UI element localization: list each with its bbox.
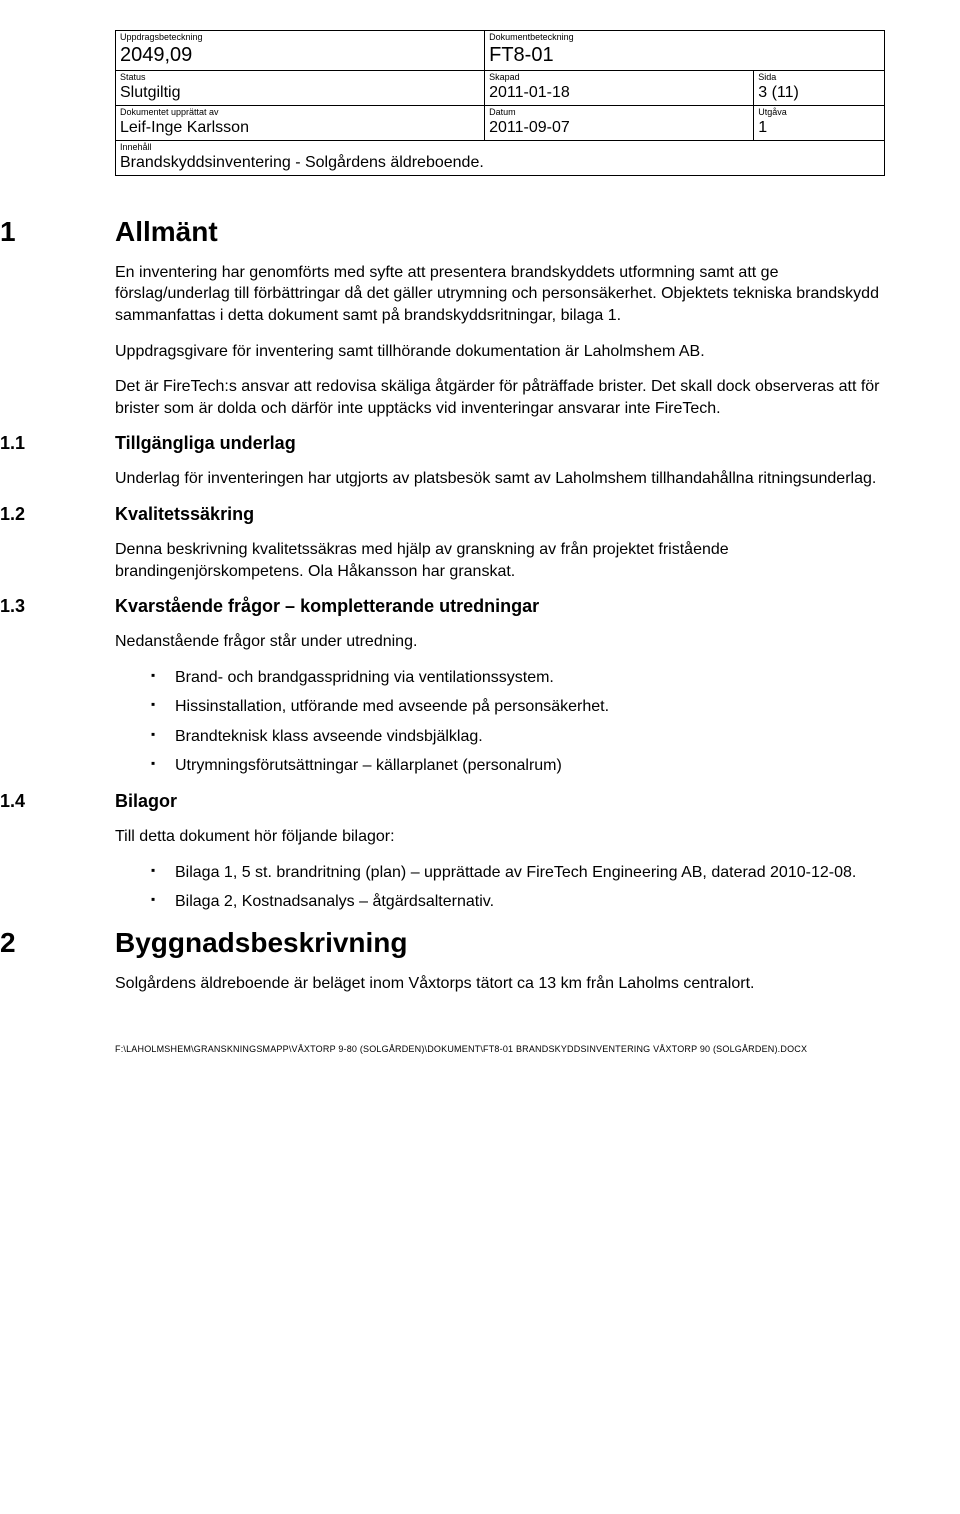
sida-label: Sida [758,72,880,83]
section-1-1-title: Tillgängliga underlag [115,433,885,454]
list-item: Brandteknisk klass avseende vindsbjälkla… [151,726,885,748]
section-1-3-title: Kvarstående frågor – kompletterande utre… [115,596,885,617]
footer-file-path: F:\LAHOLMSHEM\GRANSKNINGSMAPP\VÅXTORP 9-… [115,1044,885,1054]
section-1-1-paragraph: Underlag för inventeringen har utgjorts … [115,468,885,490]
innehall-label: Innehåll [120,142,880,153]
skapad-value: 2011-01-18 [489,83,749,102]
list-item: Utrymningsförutsättningar – källarplanet… [151,755,885,777]
list-item: Bilaga 2, Kostnadsanalys – åtgärdsaltern… [151,891,885,913]
section-1-4-title: Bilagor [115,791,885,812]
section-1-4-paragraph: Till detta dokument hör följande bilagor… [115,826,885,848]
section-1-2-paragraph: Denna beskrivning kvalitetssäkras med hj… [115,539,885,582]
document-header-table: Uppdragsbeteckning 2049,09 Dokumentbetec… [115,30,885,176]
list-item: Brand- och brandgasspridning via ventila… [151,667,885,689]
list-item: Hissinstallation, utförande med avseende… [151,696,885,718]
section-1-4-bullet-list: Bilaga 1, 5 st. brandritning (plan) – up… [115,862,885,913]
section-1-number: 1 [0,216,115,248]
uppdragsbeteckning-label: Uppdragsbeteckning [120,32,480,43]
section-2-heading: 2 Byggnadsbeskrivning [115,927,885,959]
section-2-number: 2 [0,927,115,959]
section-1-paragraph: En inventering har genomförts med syfte … [115,262,885,327]
section-2-title: Byggnadsbeskrivning [115,927,885,959]
section-1-1-number: 1.1 [0,433,115,454]
section-1-3-paragraph: Nedanstående frågor står under utredning… [115,631,885,653]
dokumentbeteckning-value: FT8-01 [489,43,880,67]
dokumentet-label: Dokumentet upprättat av [120,107,480,118]
section-1-heading: 1 Allmänt [115,216,885,248]
list-item: Bilaga 1, 5 st. brandritning (plan) – up… [151,862,885,884]
section-1-2-number: 1.2 [0,504,115,525]
section-1-title: Allmänt [115,216,885,248]
skapad-label: Skapad [489,72,749,83]
uppdragsbeteckning-value: 2049,09 [120,43,480,67]
utgava-value: 1 [758,118,880,137]
section-1-2-title: Kvalitetssäkring [115,504,885,525]
innehall-value: Brandskyddsinventering - Solgårdens äldr… [120,153,880,172]
section-1-paragraph: Uppdragsgivare för inventering samt till… [115,341,885,363]
section-1-3-heading: 1.3 Kvarstående frågor – kompletterande … [115,596,885,617]
dokumentet-value: Leif-Inge Karlsson [120,118,480,137]
sida-value: 3 (11) [758,83,880,102]
section-1-4-number: 1.4 [0,791,115,812]
section-1-paragraph: Det är FireTech:s ansvar att redovisa sk… [115,376,885,419]
datum-label: Datum [489,107,749,118]
section-1-2-heading: 1.2 Kvalitetssäkring [115,504,885,525]
section-2-paragraph: Solgårdens äldreboende är beläget inom V… [115,973,885,995]
section-1-4-heading: 1.4 Bilagor [115,791,885,812]
section-1-3-bullet-list: Brand- och brandgasspridning via ventila… [115,667,885,777]
utgava-label: Utgåva [758,107,880,118]
dokumentbeteckning-label: Dokumentbeteckning [489,32,880,43]
status-value: Slutgiltig [120,83,480,102]
section-1-1-heading: 1.1 Tillgängliga underlag [115,433,885,454]
datum-value: 2011-09-07 [489,118,749,137]
status-label: Status [120,72,480,83]
section-1-3-number: 1.3 [0,596,115,617]
